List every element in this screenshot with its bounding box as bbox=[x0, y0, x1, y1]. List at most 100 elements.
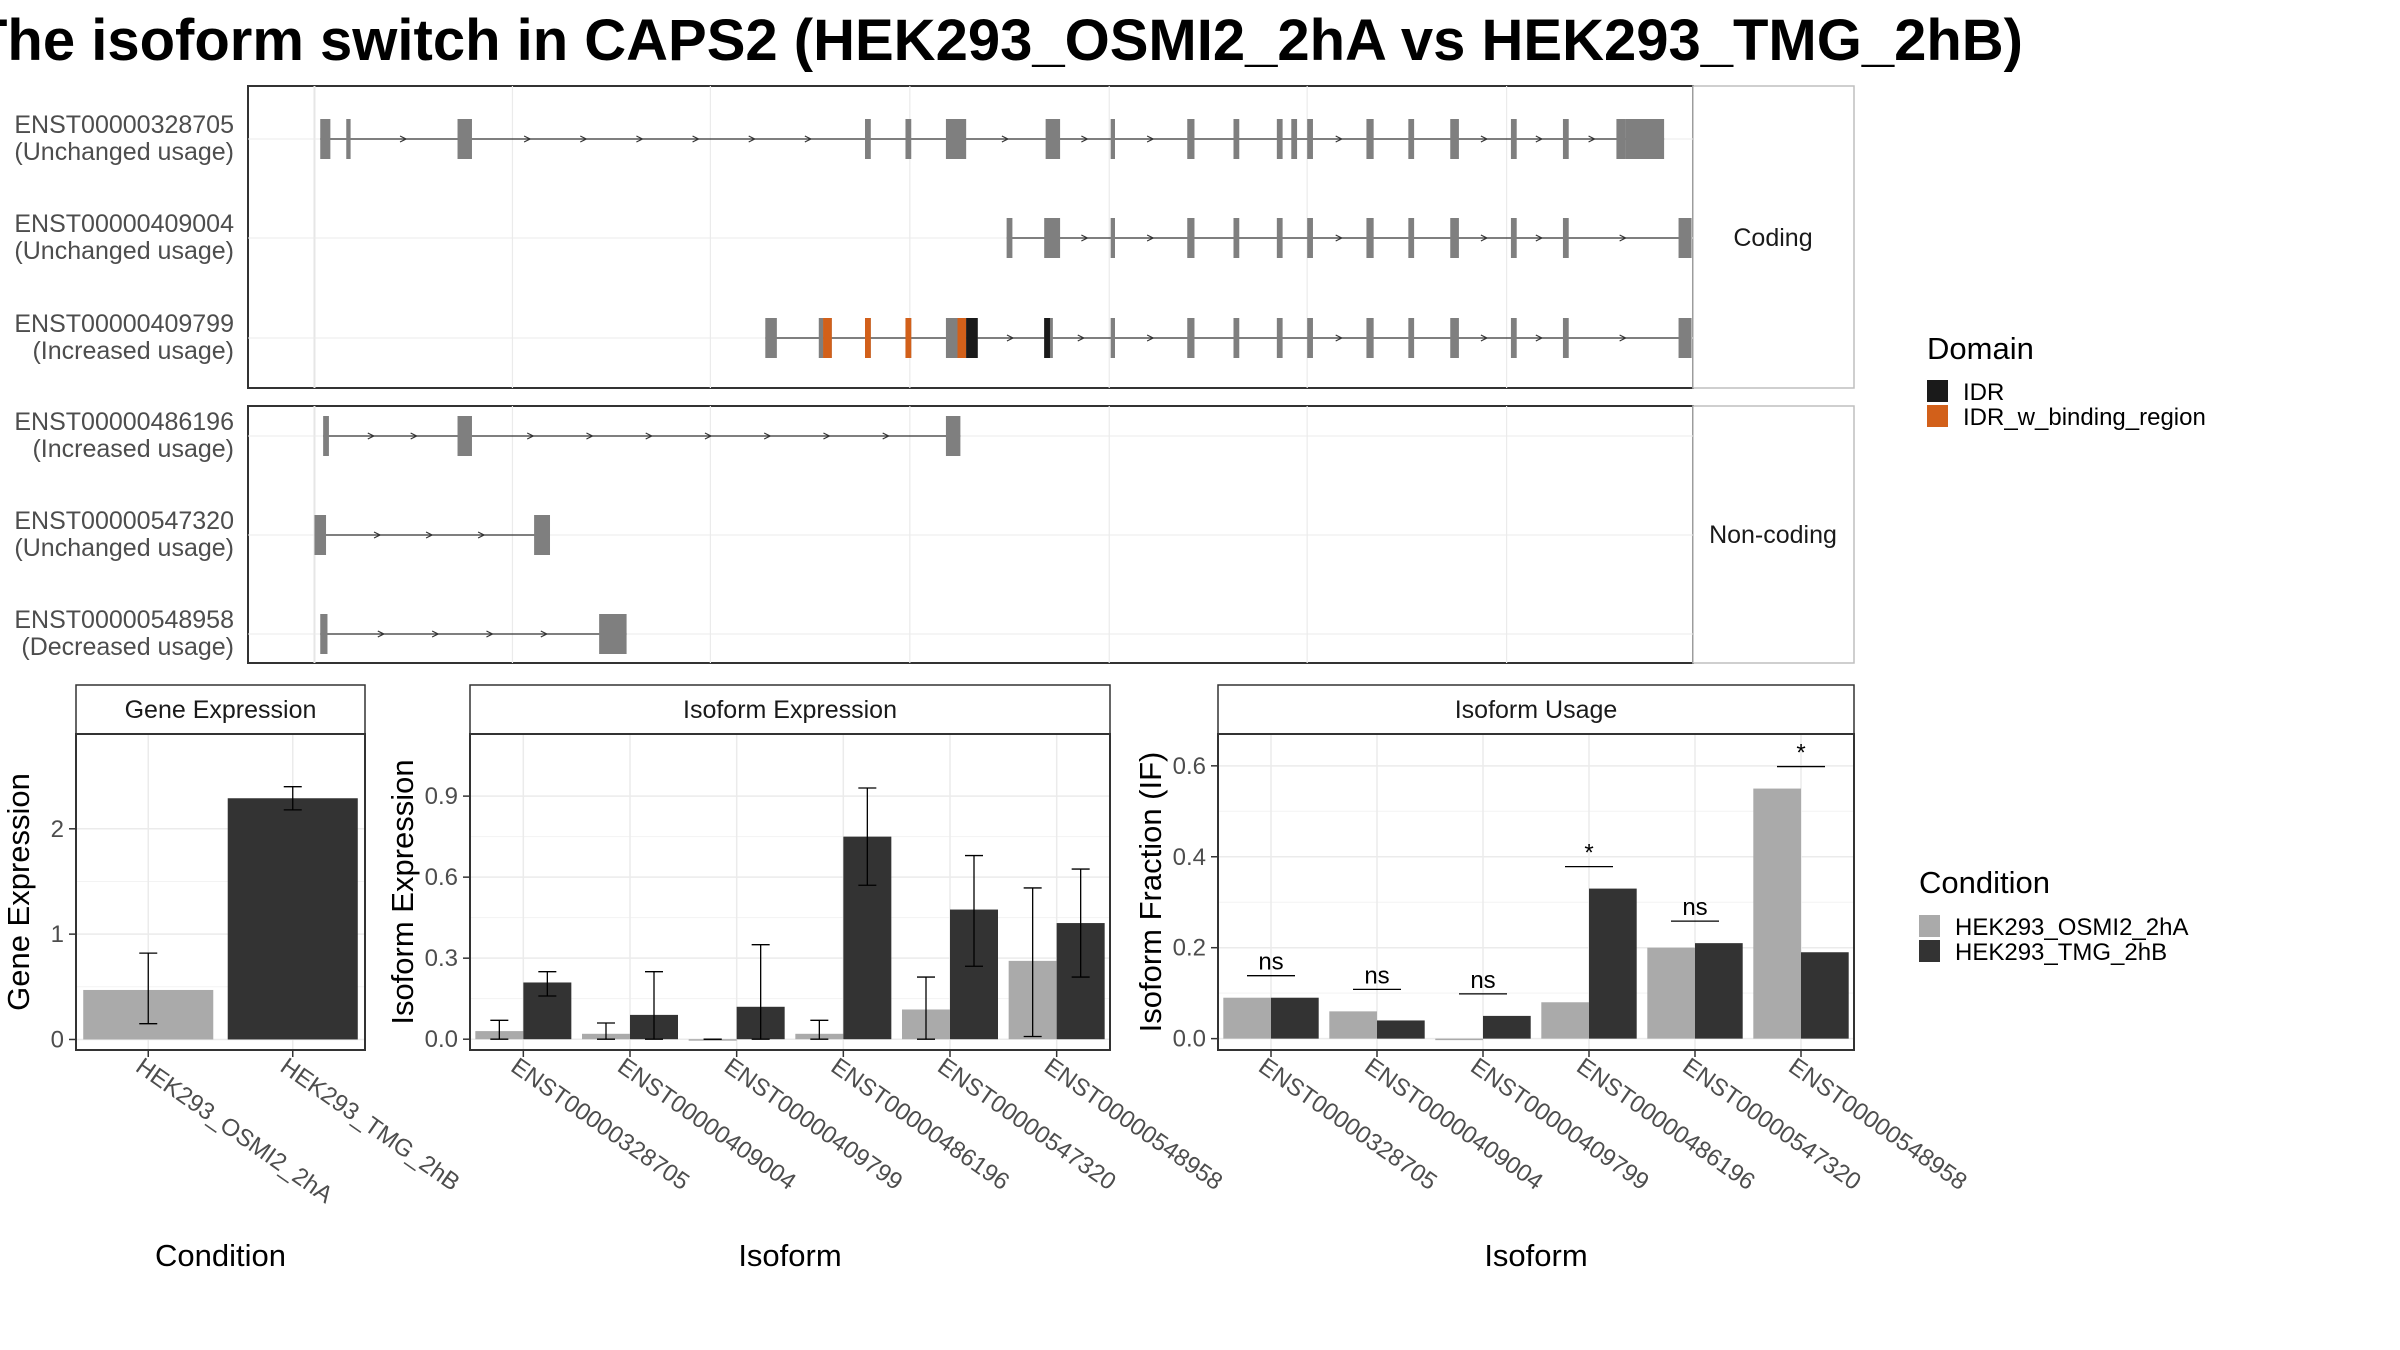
legend-label-condition-2: HEK293_TMG_2hB bbox=[1955, 939, 2167, 966]
transcript-id-label: ENST00000409799 bbox=[14, 310, 234, 338]
exon bbox=[818, 318, 824, 358]
exon bbox=[1110, 119, 1115, 159]
exon bbox=[1006, 218, 1013, 258]
x-axis-title: Condition bbox=[155, 1238, 286, 1273]
intron-direction-arrow bbox=[431, 630, 440, 638]
idr-domain bbox=[966, 318, 978, 358]
legend-key-condition-1 bbox=[1919, 915, 1940, 937]
exon bbox=[1510, 318, 1517, 358]
bar bbox=[1223, 997, 1271, 1039]
intron-direction-arrow bbox=[1480, 234, 1489, 242]
intron-direction-arrow bbox=[1480, 135, 1489, 143]
exon bbox=[457, 119, 472, 159]
exon bbox=[1562, 218, 1569, 258]
exon bbox=[905, 119, 912, 159]
exon bbox=[320, 614, 328, 654]
significance-label: * bbox=[1584, 840, 1593, 867]
exon bbox=[1510, 218, 1517, 258]
x-tick-label: ENST00000486196 bbox=[1572, 1053, 1760, 1196]
bar bbox=[1435, 1038, 1483, 1041]
x-tick-label: ENST00000548958 bbox=[1039, 1053, 1227, 1196]
plot-border bbox=[1217, 733, 1855, 1051]
bar bbox=[688, 1039, 737, 1041]
bar bbox=[1589, 888, 1637, 1039]
intron-direction-arrow bbox=[823, 432, 831, 440]
y-tick-label: 0.6 bbox=[425, 864, 458, 891]
intron-direction-arrow bbox=[486, 630, 494, 638]
transcript-labels: ENST00000328705(Unchanged usage)ENST0000… bbox=[14, 111, 234, 661]
idr-binding-region-domain bbox=[823, 318, 832, 358]
y-tick-label: 0.2 bbox=[1173, 935, 1206, 962]
exon bbox=[1276, 218, 1283, 258]
transcript-id-label: ENST00000328705 bbox=[14, 111, 234, 139]
exon bbox=[1678, 318, 1692, 358]
exon bbox=[1276, 318, 1283, 358]
bar bbox=[1695, 943, 1743, 1039]
y-tick-label: 1 bbox=[51, 921, 64, 948]
transcript-usage-label: (Unchanged usage) bbox=[14, 237, 234, 265]
exon bbox=[1366, 318, 1374, 358]
intron-direction-arrow bbox=[1077, 334, 1086, 342]
y-tick-label: 0.9 bbox=[425, 783, 458, 810]
x-tick-label: ENST00000409799 bbox=[1466, 1053, 1654, 1196]
intron-direction-arrow bbox=[748, 135, 757, 143]
exon bbox=[1307, 119, 1313, 159]
transcript-id-label: ENST00000486196 bbox=[14, 408, 234, 436]
transcript-usage-label: (Unchanged usage) bbox=[14, 138, 234, 166]
intron-direction-arrow bbox=[410, 432, 418, 440]
exon bbox=[1450, 218, 1459, 258]
intron-direction-arrow bbox=[373, 531, 382, 539]
domain-legend-title: Domain bbox=[1927, 331, 2034, 366]
intron-direction-arrow bbox=[692, 135, 700, 143]
y-axis-title: Isoform Expression bbox=[385, 759, 420, 1024]
exon bbox=[1187, 218, 1195, 258]
plot-border bbox=[469, 733, 1111, 1051]
transcript-id-label: ENST00000409004 bbox=[14, 210, 234, 238]
idr-binding-region-domain bbox=[957, 318, 967, 358]
intron-direction-arrow bbox=[586, 432, 594, 440]
intron-direction-arrow bbox=[1146, 334, 1155, 342]
legend-label-idr-binding: IDR_w_binding_region bbox=[1963, 404, 2206, 431]
plot-border bbox=[75, 733, 366, 1051]
intron-direction-arrow bbox=[1535, 135, 1544, 143]
bar bbox=[1647, 947, 1695, 1039]
isoform-expression-chart: Isoform Expression0.00.30.60.9ENST000003… bbox=[385, 684, 1227, 1273]
significance-label: * bbox=[1796, 740, 1805, 767]
intron-direction-arrow bbox=[399, 135, 408, 143]
plot-background bbox=[1218, 734, 1854, 1050]
y-tick-label: 2 bbox=[51, 816, 64, 843]
intron-direction-arrow bbox=[1535, 334, 1544, 342]
x-tick-label: ENST00000409004 bbox=[613, 1053, 801, 1196]
y-tick-label: 0.0 bbox=[1173, 1026, 1206, 1053]
coding-strip-label: Coding bbox=[1733, 224, 1812, 252]
y-tick-label: 0.6 bbox=[1173, 753, 1206, 780]
bar bbox=[1329, 1011, 1377, 1039]
intron-direction-arrow bbox=[523, 135, 532, 143]
intron-direction-arrow bbox=[1006, 334, 1015, 342]
x-tick-label: ENST00000409004 bbox=[1360, 1053, 1548, 1196]
intron-direction-arrow bbox=[1480, 334, 1489, 342]
x-tick-label: ENST00000547320 bbox=[1678, 1053, 1866, 1196]
legend-label-condition-1: HEK293_OSMI2_2hA bbox=[1955, 914, 2188, 941]
transcript-usage-label: (Unchanged usage) bbox=[14, 534, 234, 562]
exon bbox=[1045, 119, 1061, 159]
intron-direction-arrow bbox=[580, 135, 588, 143]
intron-direction-arrow bbox=[645, 432, 654, 440]
condition-legend: Condition HEK293_OSMI2_2hA HEK293_TMG_2h… bbox=[1919, 865, 2188, 966]
intron-direction-arrow bbox=[882, 432, 891, 440]
exon bbox=[457, 416, 472, 456]
intron-direction-arrow bbox=[1335, 334, 1344, 342]
transcript-id-label: ENST00000547320 bbox=[14, 507, 234, 535]
intron-direction-arrow bbox=[1146, 135, 1155, 143]
exon bbox=[1110, 318, 1115, 358]
x-tick-label: ENST00000328705 bbox=[1254, 1053, 1442, 1196]
x-axis-title: Isoform bbox=[738, 1238, 841, 1273]
intron-direction-arrow bbox=[1619, 334, 1627, 342]
intron-direction-arrow bbox=[1588, 135, 1596, 143]
exon bbox=[945, 416, 961, 456]
idr-domain bbox=[1044, 318, 1050, 358]
transcript-structure-panel: Coding Non-coding ENST00000328705(Unchan… bbox=[14, 85, 1855, 664]
idr-binding-region-domain bbox=[905, 318, 912, 358]
legend-key-condition-2 bbox=[1919, 940, 1940, 962]
